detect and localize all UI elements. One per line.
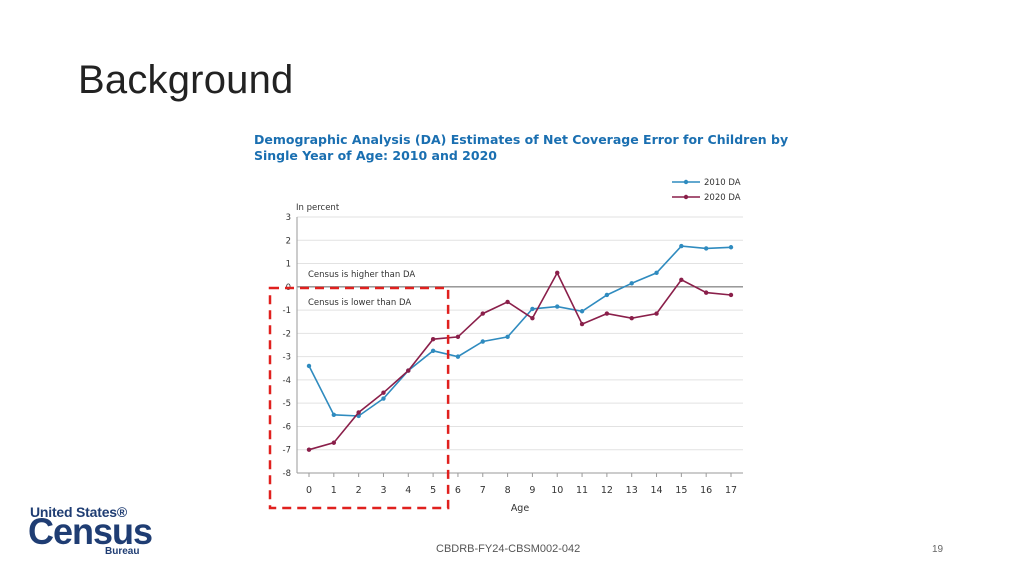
data-point-2010-da	[555, 304, 560, 309]
data-point-2020-da	[356, 410, 361, 415]
legend-swatch-dot	[683, 194, 689, 200]
x-tick-label: 11	[576, 485, 588, 496]
data-point-2010-da	[381, 396, 386, 401]
chart-title-line-2: Single Year of Age: 2010 and 2020	[254, 148, 497, 163]
slide-title: Background	[78, 58, 294, 102]
data-point-2020-da	[306, 447, 312, 452]
legend-swatch-dot	[683, 179, 689, 185]
data-point-2010-da	[505, 334, 510, 340]
x-tick-label: 14	[650, 485, 662, 496]
series-line-2020-da	[308, 271, 732, 451]
data-point-2010-da	[728, 245, 734, 250]
logo-text-bureau: Bureau	[105, 546, 140, 557]
data-point-2020-da	[406, 368, 411, 373]
logo-text-united-states: United States®	[30, 504, 127, 520]
series-line-2010-da	[308, 245, 732, 417]
x-tick-label: 1	[331, 485, 337, 496]
x-tick-label: 9	[529, 485, 535, 496]
data-point-2020-da	[703, 290, 709, 295]
x-tick-label: 4	[405, 485, 411, 496]
y-tick-label: 2	[286, 236, 291, 246]
annotation-census-lower: Census is lower than DA	[308, 298, 411, 308]
data-point-2010-da	[331, 412, 337, 418]
data-point-2020-da	[654, 311, 659, 316]
data-point-2020-da	[530, 316, 535, 321]
data-point-2020-da	[455, 334, 461, 340]
y-tick-label: -1	[283, 306, 291, 316]
y-tick-label: -3	[283, 353, 291, 363]
y-tick-label: -6	[283, 422, 291, 432]
data-point-2020-da	[480, 311, 485, 316]
x-tick-label: 16	[700, 485, 712, 496]
chart-title-line-1: Demographic Analysis (DA) Estimates of N…	[254, 132, 789, 147]
x-tick-label: 8	[505, 485, 511, 496]
y-tick-label: -8	[283, 469, 291, 479]
x-tick-label: 17	[725, 485, 737, 496]
legend-label: 2020 DA	[704, 193, 741, 203]
data-point-2010-da	[679, 243, 684, 249]
x-axis-label: Age	[511, 503, 530, 514]
legend-label: 2010 DA	[704, 178, 741, 188]
data-point-2010-da	[703, 246, 709, 251]
x-tick-label: 3	[380, 485, 386, 496]
data-point-2010-da	[306, 363, 312, 369]
logo-text-census: Census	[28, 510, 153, 553]
y-tick-label: -4	[283, 376, 291, 386]
y-tick-label: -2	[283, 329, 291, 339]
y-tick-label: -7	[283, 446, 291, 456]
page-number: 19	[932, 544, 944, 555]
data-point-2010-da	[579, 309, 585, 314]
x-tick-label: 2	[356, 485, 362, 496]
data-point-2020-da	[728, 292, 734, 298]
data-point-2020-da	[579, 321, 585, 327]
x-tick-label: 5	[430, 485, 436, 496]
chart-title: Demographic Analysis (DA) Estimates of N…	[254, 132, 794, 164]
data-point-2020-da	[604, 311, 610, 316]
x-tick-label: 15	[675, 485, 687, 496]
data-point-2010-da	[455, 354, 461, 359]
footer-code: CBDRB-FY24-CBSM002-042	[436, 543, 581, 555]
annotation-census-higher: Census is higher than DA	[308, 270, 415, 280]
data-point-2020-da	[629, 316, 634, 321]
y-tick-label: 3	[286, 213, 291, 223]
data-point-2010-da	[629, 281, 634, 286]
x-tick-label: 7	[480, 485, 486, 496]
y-axis-label: In percent	[296, 203, 340, 213]
data-point-2010-da	[430, 348, 436, 354]
x-tick-label: 13	[626, 485, 638, 496]
y-tick-label: -5	[283, 399, 291, 409]
data-point-2020-da	[505, 299, 510, 305]
highlight-box-ages-0-5	[268, 286, 450, 510]
x-tick-label: 10	[551, 485, 563, 496]
data-point-2020-da	[381, 390, 386, 395]
data-point-2020-da	[679, 277, 684, 283]
data-point-2010-da	[530, 306, 535, 312]
y-tick-label: 1	[286, 260, 291, 270]
data-point-2010-da	[604, 292, 610, 298]
x-tick-label: 0	[306, 485, 312, 496]
data-point-2010-da	[654, 270, 659, 276]
data-point-2020-da	[555, 270, 560, 276]
data-point-2010-da	[480, 339, 485, 344]
x-tick-label: 12	[601, 485, 613, 496]
data-point-2020-da	[331, 440, 337, 445]
x-tick-label: 6	[455, 485, 461, 496]
data-point-2020-da	[430, 336, 436, 342]
